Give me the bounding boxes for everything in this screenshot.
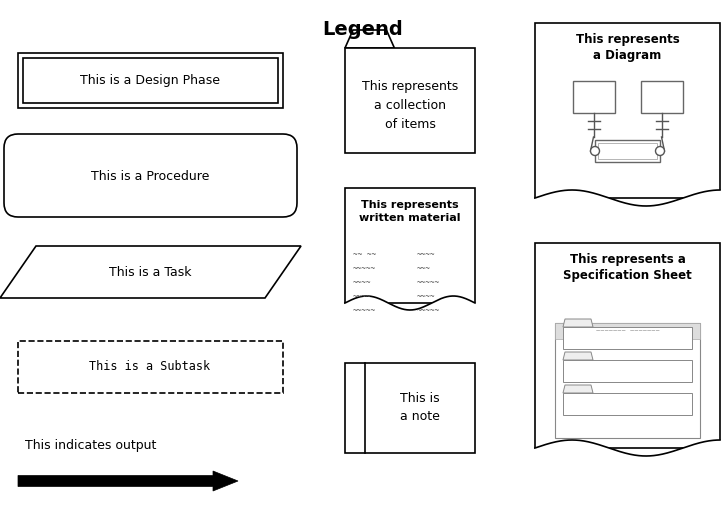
Text: ~~~~: ~~~~	[353, 292, 371, 301]
Text: ~~~~~: ~~~~~	[353, 264, 376, 273]
Bar	[563, 360, 692, 382]
Bar	[598, 143, 657, 159]
Bar	[572, 81, 614, 113]
Bar	[535, 23, 720, 198]
Bar	[535, 243, 720, 448]
Text: ~~~~~: ~~~~~	[417, 306, 440, 315]
Text: ~~~: ~~~	[417, 264, 430, 273]
Text: Legend: Legend	[323, 20, 403, 39]
Bar	[18, 341, 283, 393]
Text: ~~~~~~~ ~~~~~~~: ~~~~~~~ ~~~~~~~	[595, 328, 659, 334]
Bar	[563, 327, 692, 349]
Circle shape	[590, 147, 600, 155]
Text: This represents
a collection
of items: This represents a collection of items	[362, 80, 458, 131]
Circle shape	[656, 147, 664, 155]
Bar	[345, 363, 475, 453]
Polygon shape	[345, 30, 395, 48]
Text: This is a Procedure: This is a Procedure	[91, 169, 209, 183]
FancyArrow shape	[18, 471, 238, 491]
Text: This indicates output: This indicates output	[25, 439, 156, 451]
Text: This is a Subtask: This is a Subtask	[89, 361, 211, 373]
Text: This is a Task: This is a Task	[109, 266, 192, 279]
Polygon shape	[563, 352, 593, 360]
Bar	[345, 188, 475, 303]
Bar	[563, 393, 692, 415]
Bar	[595, 140, 660, 162]
Text: ~~~~: ~~~~	[353, 278, 371, 287]
Text: ~~ ~~: ~~ ~~	[353, 250, 376, 259]
Bar	[23, 58, 278, 103]
Bar	[18, 53, 283, 108]
FancyBboxPatch shape	[345, 48, 475, 153]
Text: This is a Design Phase: This is a Design Phase	[81, 74, 220, 87]
Text: ~~~~: ~~~~	[417, 250, 435, 259]
Text: ~~~~: ~~~~	[417, 292, 435, 301]
Bar	[555, 323, 700, 339]
Polygon shape	[563, 319, 593, 327]
Polygon shape	[563, 385, 593, 393]
FancyBboxPatch shape	[4, 134, 297, 217]
Bar	[640, 81, 683, 113]
Text: ~~~~~: ~~~~~	[353, 306, 376, 315]
Polygon shape	[0, 246, 301, 298]
Text: ~~~~~: ~~~~~	[417, 278, 440, 287]
Text: This represents
written material: This represents written material	[359, 200, 461, 223]
Text: This represents a
Specification Sheet: This represents a Specification Sheet	[563, 253, 692, 282]
Bar	[555, 323, 700, 438]
Text: This is
a note: This is a note	[400, 392, 440, 424]
Text: This represents
a Diagram: This represents a Diagram	[576, 33, 679, 62]
